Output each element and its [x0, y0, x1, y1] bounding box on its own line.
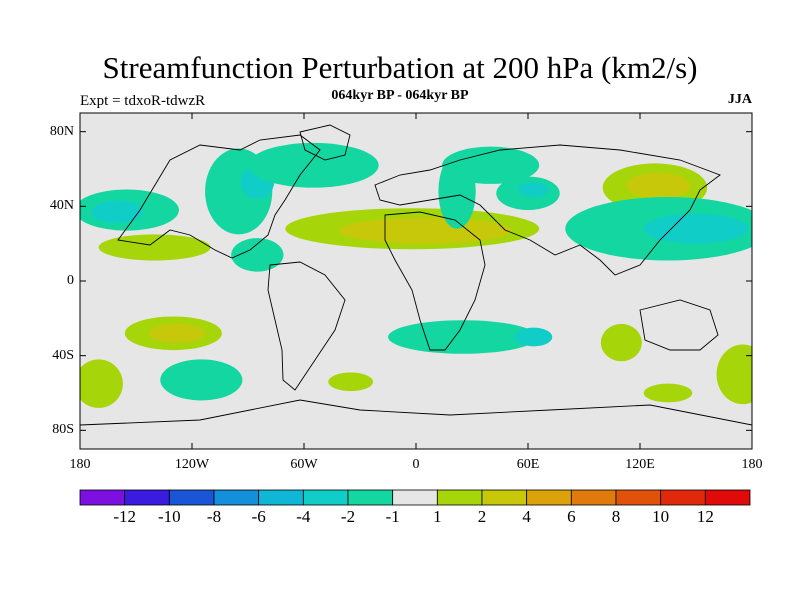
season-label: JJA — [727, 92, 752, 107]
anomaly-region — [438, 154, 476, 229]
anomaly-region — [328, 372, 374, 392]
colorbar-swatch — [660, 489, 706, 506]
colorbar-swatch — [615, 489, 662, 506]
colorbar-swatch — [704, 489, 751, 506]
anomaly-region — [388, 320, 538, 354]
anomaly-region — [643, 383, 693, 403]
anomaly-region — [98, 234, 211, 261]
lat-tick-label: 80S — [52, 422, 74, 438]
anomaly-region — [339, 217, 512, 244]
anomaly-region — [80, 359, 123, 408]
colorbar-label: -1 — [385, 507, 400, 526]
anomaly-region — [160, 359, 243, 401]
anomaly-region — [514, 327, 553, 347]
lat-tick-label: 0 — [67, 273, 74, 288]
lat-tick-label: 40S — [52, 347, 74, 363]
anomaly-region — [248, 142, 379, 188]
colorbar-swatch — [168, 489, 215, 506]
colorbar-swatch — [526, 489, 572, 506]
anomaly-region — [231, 238, 284, 272]
coastline — [299, 124, 351, 161]
coastline — [639, 299, 719, 351]
lat-tick-label: 80N — [49, 123, 74, 139]
lon-tick-label: 180 — [741, 457, 763, 472]
anomaly-region — [518, 182, 549, 198]
colorbar-swatch — [258, 489, 304, 506]
colorbar-swatch — [570, 489, 617, 506]
anomaly-region — [626, 172, 691, 199]
colorbar-label: 10 — [652, 507, 670, 526]
lon-tick-label: 60W — [290, 457, 318, 472]
plot-subtitle: 064kyr BP - 064kyr BP — [331, 88, 469, 103]
colorbar-label: 12 — [696, 507, 714, 526]
colorbar-label: 8 — [611, 507, 621, 526]
colorbar-swatch — [302, 489, 349, 506]
experiment-label: Expt = tdxoR-tdwzR — [80, 93, 206, 109]
anomaly-layer — [80, 124, 752, 426]
colorbar-label: -2 — [340, 507, 356, 526]
coastline — [80, 399, 752, 426]
anomaly-region — [716, 344, 752, 405]
plot-title: Streamfunction Perturbation at 200 hPa (… — [102, 50, 698, 85]
lon-tick-label: 120W — [174, 457, 210, 472]
colorbar-label: -6 — [251, 507, 266, 526]
lon-tick-label: 60E — [516, 457, 540, 472]
anomaly-region — [149, 323, 206, 343]
colorbar-label: -12 — [113, 507, 136, 526]
anomaly-region — [643, 213, 749, 244]
coastline — [374, 144, 721, 276]
colorbar-swatch — [213, 489, 260, 506]
coastline — [384, 211, 486, 351]
colorbar-label: 6 — [567, 507, 576, 526]
lon-tick-label: 120E — [625, 457, 655, 472]
colorbar-label: -10 — [157, 507, 181, 526]
colorbar-swatch — [124, 489, 170, 506]
anomaly-region — [91, 200, 144, 224]
colorbar-label: -8 — [206, 507, 222, 526]
colorbar-swatch — [436, 489, 483, 506]
colorbar-label: 1 — [433, 507, 442, 526]
lat-tick-label: 40N — [49, 198, 74, 214]
colorbar-swatch — [481, 489, 528, 506]
lon-tick-label: 180 — [69, 457, 91, 472]
colorbar-label: 2 — [477, 507, 487, 526]
coastline — [117, 134, 321, 259]
colorbar-label: -4 — [296, 507, 311, 526]
lon-tick-label: 0 — [412, 457, 420, 472]
colorbar-swatch — [392, 489, 438, 506]
colorbar-swatch — [79, 489, 126, 506]
anomaly-region — [600, 323, 642, 362]
coastline — [267, 261, 346, 391]
colorbar-swatch — [347, 489, 394, 506]
colorbar-label: 4 — [522, 507, 531, 526]
